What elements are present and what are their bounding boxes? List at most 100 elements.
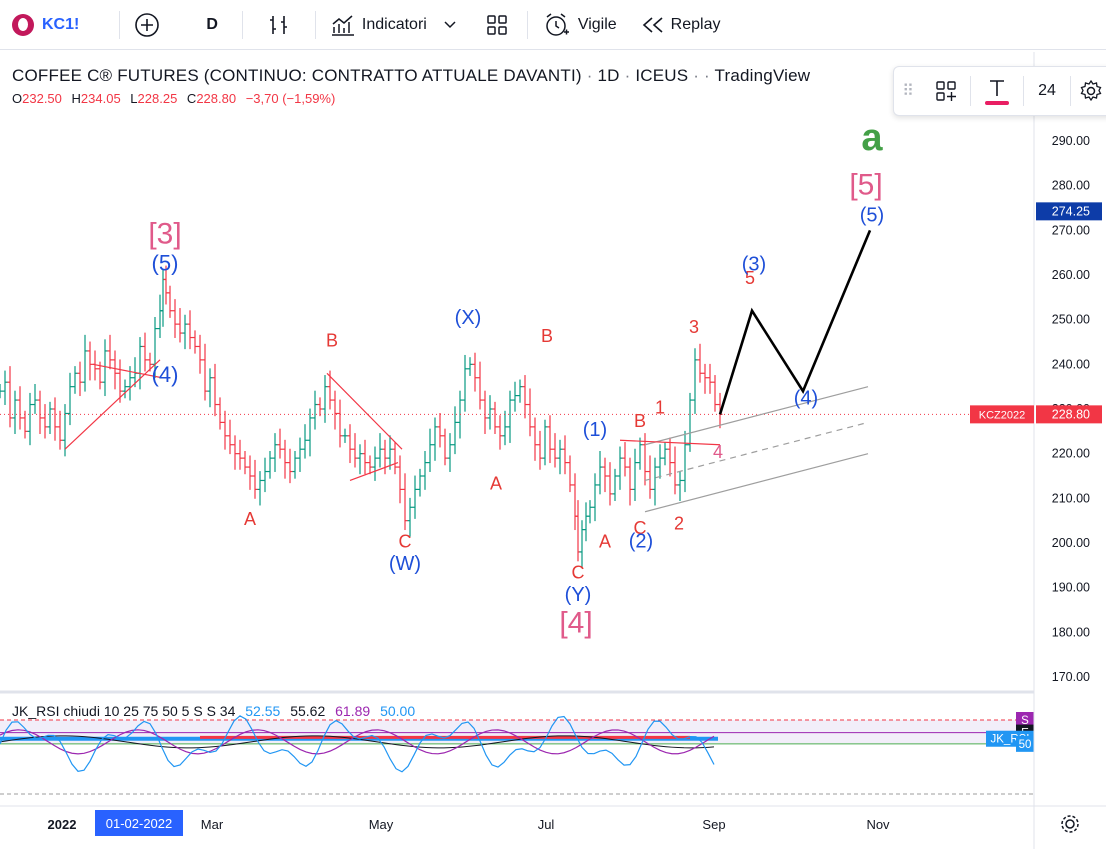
chevron-down-icon <box>444 20 456 28</box>
replay-button[interactable]: Replay <box>629 0 733 50</box>
rsi-axis-tag-bg <box>1016 712 1034 728</box>
drag-handle[interactable]: ⠿ <box>902 83 914 100</box>
wave-label: 4 <box>713 442 723 462</box>
wave-label: 3 <box>689 317 699 337</box>
high-value: 234.05 <box>80 91 121 106</box>
trend-line <box>326 372 403 450</box>
wave-label: (4) <box>794 388 818 410</box>
add-symbol-icon <box>135 12 160 37</box>
chart-background <box>0 52 1106 849</box>
wave-label: A <box>244 509 256 529</box>
alert-button[interactable]: Vigile <box>528 0 629 50</box>
drawings <box>0 229 1034 513</box>
template-button[interactable] <box>922 80 970 102</box>
wave-label: B <box>326 330 338 350</box>
price-tick-label: 200.00 <box>1052 536 1090 550</box>
grid-layout-icon <box>487 14 507 35</box>
wave-label: (2) <box>629 530 653 552</box>
coffee-logo-icon <box>12 13 34 36</box>
wave-labels: a[5](5)[3](5)(4)ABC(W)(X)ABC(Y)[4](1)ABC… <box>148 117 884 639</box>
chart-type-button[interactable] <box>243 0 315 50</box>
divider <box>241 10 243 39</box>
drawing-toolbar: ⠿ 24 <box>893 66 1106 116</box>
price-tick-label: 180.00 <box>1052 625 1090 639</box>
trend-line <box>92 363 163 379</box>
wave-label: C <box>572 563 585 583</box>
divider <box>119 10 121 39</box>
price-tick-label: 250.00 <box>1052 313 1090 327</box>
time-tick-label: Nov <box>866 817 890 832</box>
brand-label: TradingView <box>714 66 811 85</box>
text-color-button[interactable] <box>971 77 1023 105</box>
symbol-tag: KCZ2022 <box>979 409 1025 421</box>
compare-button[interactable] <box>120 0 182 50</box>
wave-label: [3] <box>148 218 181 251</box>
price-tick-label: 170.00 <box>1052 670 1090 684</box>
rsi-value-2: 55.62 <box>290 703 326 719</box>
price-tick-label: 190.00 <box>1052 581 1090 595</box>
symbol-search-button[interactable]: KC1! <box>0 0 119 50</box>
open-value: 232.50 <box>22 91 62 106</box>
rsi-ema-line <box>0 735 715 749</box>
wave-label: [5] <box>849 169 882 202</box>
font-size-button[interactable]: 24 <box>1038 82 1056 99</box>
wave-label: (1) <box>583 419 607 441</box>
wave-label: A <box>599 531 611 551</box>
wave-label: (X) <box>455 307 482 329</box>
settings-button[interactable] <box>1071 79 1106 103</box>
price-tick-label: 270.00 <box>1052 223 1090 237</box>
gear-icon <box>1061 815 1079 833</box>
price-tick-label: 260.00 <box>1052 268 1090 282</box>
divider <box>526 10 528 39</box>
wave-label: (5) <box>152 251 179 276</box>
price-tick-label: 210.00 <box>1052 491 1090 505</box>
symbol-title: COFFEE C® FUTURES (CONTINUO: CONTRATTO A… <box>12 66 582 85</box>
wave-label: [4] <box>559 606 592 639</box>
rsi-value-3: 61.89 <box>335 703 371 719</box>
open-label: O <box>12 91 23 106</box>
change-value: −3,70 (−1,59%) <box>245 91 336 106</box>
price-tags: KCZ2022 228.80 274.25 <box>970 202 1102 424</box>
text-icon <box>990 80 1004 96</box>
wave-label: B <box>541 326 553 346</box>
price-tick-label: 240.00 <box>1052 357 1090 371</box>
wave-label: (3) <box>742 254 766 276</box>
high-label: H <box>71 91 81 106</box>
price-chart[interactable]: a[5](5)[3](5)(4)ABC(W)(X)ABC(Y)[4](1)ABC… <box>0 52 1106 849</box>
trend-channel-line <box>644 453 869 513</box>
crosshair-date-tag <box>95 810 183 836</box>
trend-channel-line <box>644 386 869 446</box>
price-tick-label: 290.00 <box>1052 134 1090 148</box>
price-tick-label: 220.00 <box>1052 447 1090 461</box>
color-swatch <box>985 101 1009 105</box>
divider <box>1070 76 1071 106</box>
indicators-button[interactable]: Indicatori <box>316 0 467 50</box>
time-tick-label: 01-02-2022 <box>106 816 173 831</box>
rsi-name: JK_RSI chiudi 10 25 75 50 5 S S 34 <box>12 703 236 719</box>
replay-label: Replay <box>670 15 721 33</box>
wave-label: 2 <box>674 514 684 534</box>
time-tick-label: Sep <box>702 817 725 832</box>
time-tick-label: Jul <box>538 817 555 832</box>
divider <box>1023 76 1024 106</box>
template-icon <box>936 81 956 101</box>
wave-label: 5 <box>745 268 755 288</box>
wave-label: A <box>490 473 502 493</box>
divider <box>314 10 316 39</box>
layouts-button[interactable] <box>467 0 527 50</box>
close-value: 228.80 <box>196 91 237 106</box>
time-axis[interactable]: 2022 01-02-2022 Mar May Jul Sep Nov <box>0 805 1106 836</box>
indicators-icon <box>331 14 354 36</box>
wave-label: 1 <box>655 397 665 417</box>
interval-label: D <box>206 15 218 33</box>
time-tick-label: May <box>369 817 394 832</box>
interval-button[interactable]: D <box>182 0 242 50</box>
top-toolbar: KC1! D Indicatori Vigile Replay <box>0 0 1106 50</box>
chart-title: COFFEE C® FUTURES (CONTINUO: CONTRATTO A… <box>12 66 811 85</box>
trend-line <box>349 462 399 482</box>
rsi-legend: JK_RSI chiudi 10 25 75 50 5 S S 34 52.55… <box>12 703 421 719</box>
wave-label: a <box>861 117 883 159</box>
close-label: C <box>186 91 197 106</box>
price-axis[interactable]: 290.00280.00270.00260.00250.00240.00230.… <box>970 52 1106 849</box>
rsi-smooth-line <box>0 729 715 755</box>
